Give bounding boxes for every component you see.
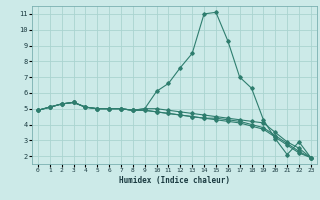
X-axis label: Humidex (Indice chaleur): Humidex (Indice chaleur) xyxy=(119,176,230,185)
